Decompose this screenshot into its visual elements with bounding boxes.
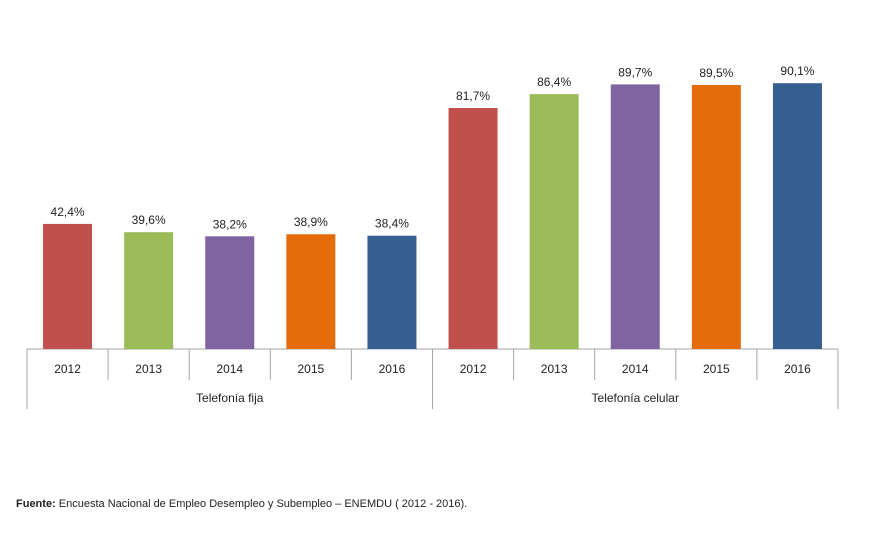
x-tick-label: 2015 xyxy=(297,362,324,376)
data-label: 89,7% xyxy=(618,65,652,79)
source-label: Fuente: xyxy=(16,498,56,510)
data-label: 38,2% xyxy=(213,217,247,231)
bar xyxy=(286,234,336,349)
bar xyxy=(610,84,660,349)
bar xyxy=(772,83,822,349)
x-tick-label: 2013 xyxy=(541,362,568,376)
bar xyxy=(529,94,579,350)
data-label: 86,4% xyxy=(537,75,571,89)
data-label: 38,4% xyxy=(375,217,409,231)
data-label: 89,5% xyxy=(699,66,733,80)
bar xyxy=(367,235,417,349)
x-tick-label: 2013 xyxy=(135,362,162,376)
source-text: Encuesta Nacional de Empleo Desempleo y … xyxy=(55,498,468,510)
data-label: 38,9% xyxy=(294,215,328,229)
data-label: 42,4% xyxy=(51,205,85,219)
bar xyxy=(43,223,93,349)
source-note: Fuente: Encuesta Nacional de Empleo Dese… xyxy=(16,498,467,510)
bar xyxy=(448,107,498,349)
data-label: 39,6% xyxy=(132,213,166,227)
data-label: 81,7% xyxy=(456,89,490,103)
x-tick-label: 2015 xyxy=(703,362,730,376)
x-tick-label: 2016 xyxy=(379,362,406,376)
x-tick-label: 2014 xyxy=(622,362,649,376)
x-tick-label: 2012 xyxy=(460,362,487,376)
x-tick-label: 2014 xyxy=(216,362,243,376)
group-label: Telefonía fija xyxy=(196,391,264,405)
data-label: 90,1% xyxy=(780,64,814,78)
bar xyxy=(691,84,741,349)
x-tick-label: 2016 xyxy=(784,362,811,376)
bar xyxy=(205,236,255,349)
x-tick-label: 2012 xyxy=(54,362,81,376)
bar xyxy=(124,232,174,349)
group-label: Telefonía celular xyxy=(592,391,679,405)
